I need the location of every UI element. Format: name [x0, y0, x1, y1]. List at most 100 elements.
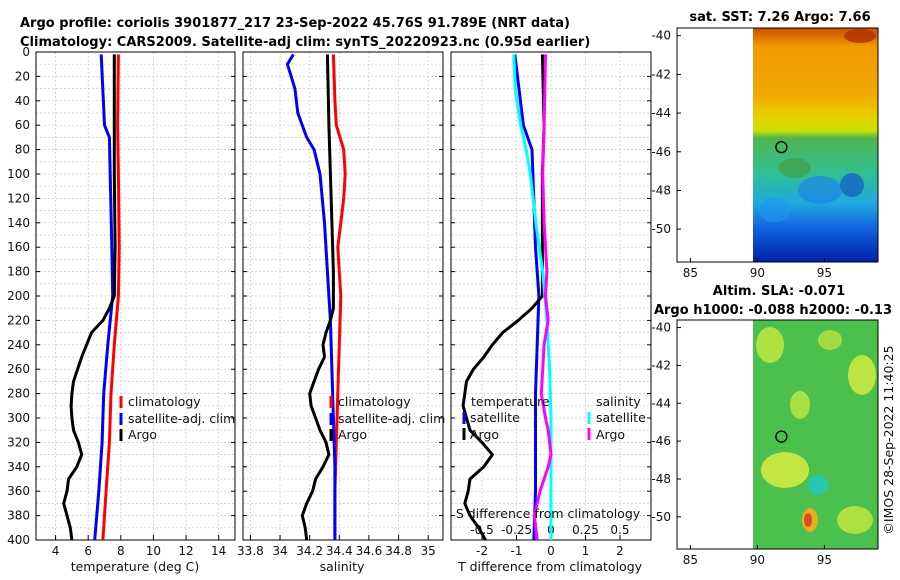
sst-map: sat. SST: 7.26 Argo: 7.66 85 90 95 -40 -42 -4… — [651, 10, 879, 280]
difference-x-axis: -2 -1 0 1 2 — [451, 51, 651, 558]
map-x-tick-label: 90 — [750, 266, 765, 280]
difference-lines — [461, 54, 553, 540]
series-climatology — [331, 54, 347, 540]
salinity-diff-tick-label: 0.5 — [610, 523, 629, 537]
sla-map-blobs — [756, 327, 876, 534]
watermark: ©IMOS 28-Sep-2022 11:40:25 — [881, 345, 896, 534]
legend-climatology-label: climatology — [338, 394, 411, 409]
series-argo — [62, 54, 117, 540]
map-x-tick-label: 95 — [817, 553, 832, 567]
x-tick-label: 4 — [52, 544, 60, 558]
depth-tick-label: 160 — [7, 240, 30, 254]
series-temperature-argo — [461, 54, 546, 540]
series-salinity-satellite — [512, 54, 553, 540]
depth-tick-label: 280 — [7, 387, 30, 401]
x-tick-label: 33.8 — [237, 544, 264, 558]
depth-tick-label: 100 — [7, 167, 30, 181]
legend-temp-argo-label: Argo — [470, 427, 499, 442]
depth-tick-label: 260 — [7, 362, 30, 376]
x-tick-label: 1 — [582, 544, 590, 558]
title-line-2: Climatology: CARS2009. Satellite-adj cli… — [20, 35, 590, 50]
difference-panel: -2 -1 0 1 2 -0.5 -0.25 0 0.25 0.5 S difference f… — [450, 51, 652, 574]
title-line-1: Argo profile: coriolis 3901877_217 23-Se… — [20, 16, 570, 31]
map-y-tick-label: -40 — [651, 321, 671, 335]
salinity-panel: 33.8 34 34.2 34.4 34.6 34.8 35 salinity climat… — [237, 51, 445, 574]
x-tick-label: 34.2 — [296, 544, 323, 558]
legend-temperature-title: temperature — [471, 394, 550, 409]
map-y-tick-label: -46 — [651, 145, 671, 159]
sst-map-eddies — [759, 29, 876, 222]
temperature-x-axis: 4 6 8 10 12 14 — [36, 51, 235, 558]
map-y-tick-label: -48 — [651, 183, 671, 197]
legend-temp-satellite-label: satellite — [470, 410, 520, 425]
depth-tick-label: 140 — [7, 216, 30, 230]
argo-location-marker — [775, 140, 788, 154]
x-tick-label: 10 — [146, 544, 161, 558]
depth-tick-label: 320 — [7, 435, 30, 449]
temperature-grid — [36, 51, 235, 541]
map-x-tick-label: 85 — [683, 266, 698, 280]
x-tick-label: 6 — [84, 544, 92, 558]
series-salinity-argo — [532, 54, 553, 540]
depth-tick-label: 20 — [15, 69, 30, 83]
series-temperature-satellite — [513, 54, 541, 540]
map-y-tick-label: -40 — [651, 29, 671, 43]
legend-satellite-label: satellite-adj. clim — [128, 411, 235, 426]
legend-sal-satellite-label: satellite — [596, 410, 646, 425]
map-y-tick-label: -46 — [651, 434, 671, 448]
legend-argo-label: Argo — [128, 427, 157, 442]
map-x-tick-label: 85 — [683, 553, 698, 567]
temperature-xlabel: temperature (deg C) — [71, 559, 200, 574]
depth-tick-label: 200 — [7, 289, 30, 303]
map-x-tick-label: 90 — [750, 553, 765, 567]
map-y-tick-label: -42 — [651, 67, 671, 81]
map-x-tick-label: 95 — [817, 266, 832, 280]
depth-tick-label: 300 — [7, 411, 30, 425]
difference-xlabel-top: S difference from climatology — [456, 506, 641, 521]
salinity-diff-tick-label: 0.25 — [572, 523, 599, 537]
salinity-lines — [285, 53, 347, 540]
depth-axis: 0 20 40 60 80 100 120 140 160 180 200 220 240 260 280 3… — [7, 45, 30, 547]
x-tick-label: 34.6 — [356, 544, 383, 558]
depth-tick-label: 120 — [7, 191, 30, 205]
depth-tick-label: 60 — [15, 118, 30, 132]
difference-xlabel: T difference from climatology — [457, 559, 643, 574]
map-y-tick-label: -50 — [651, 222, 671, 236]
temperature-legend: climatology satellite-adj. clim Argo — [119, 394, 235, 442]
argo-location-marker — [775, 430, 788, 443]
x-tick-label: 14 — [211, 544, 226, 558]
sla-map: Altim. SLA: -0.071 Argo h1000: -0.088 h2… — [651, 284, 892, 567]
depth-tick-label: 180 — [7, 265, 30, 279]
x-tick-label: 12 — [178, 544, 193, 558]
salinity-xlabel: salinity — [320, 559, 365, 574]
temperature-lines — [62, 54, 121, 540]
map-y-tick-label: -50 — [651, 510, 671, 524]
legend-salinity-title: salinity — [596, 394, 641, 409]
sst-map-ticks: 85 90 95 -40 -42 -44 -46 -48 -50 — [651, 29, 832, 280]
salinity-legend: climatology satellite-adj. clim Argo — [329, 394, 445, 442]
legend-satellite-label: satellite-adj. clim — [338, 411, 445, 426]
x-tick-label: -2 — [476, 544, 488, 558]
difference-legend-temperature: temperature satellite Argo — [462, 394, 550, 442]
depth-tick-label: 380 — [7, 509, 30, 523]
x-tick-label: 8 — [117, 544, 125, 558]
temperature-panel: 0 20 40 60 80 100 120 140 160 180 200 220 240 260 280 3… — [7, 45, 236, 574]
legend-climatology-label: climatology — [128, 394, 201, 409]
depth-tick-label: 340 — [7, 460, 30, 474]
depth-tick-label: 360 — [7, 484, 30, 498]
series-climatology — [101, 54, 121, 540]
x-tick-label: 2 — [616, 544, 624, 558]
map-y-tick-label: -44 — [651, 106, 671, 120]
depth-tick-label: 0 — [22, 45, 30, 59]
series-argo — [300, 54, 335, 540]
depth-tick-label: 40 — [15, 94, 30, 108]
legend-argo-label: Argo — [338, 427, 367, 442]
depth-tick-label: 220 — [7, 313, 30, 327]
depth-tick-label: 240 — [7, 338, 30, 352]
salinity-grid — [243, 51, 443, 541]
x-tick-label: -1 — [511, 544, 523, 558]
series-satellite-adj-clim — [285, 53, 337, 540]
sla-map-subtitle: Argo h1000: -0.088 h2000: -0.13 — [654, 303, 892, 318]
x-tick-label: 34.4 — [326, 544, 353, 558]
